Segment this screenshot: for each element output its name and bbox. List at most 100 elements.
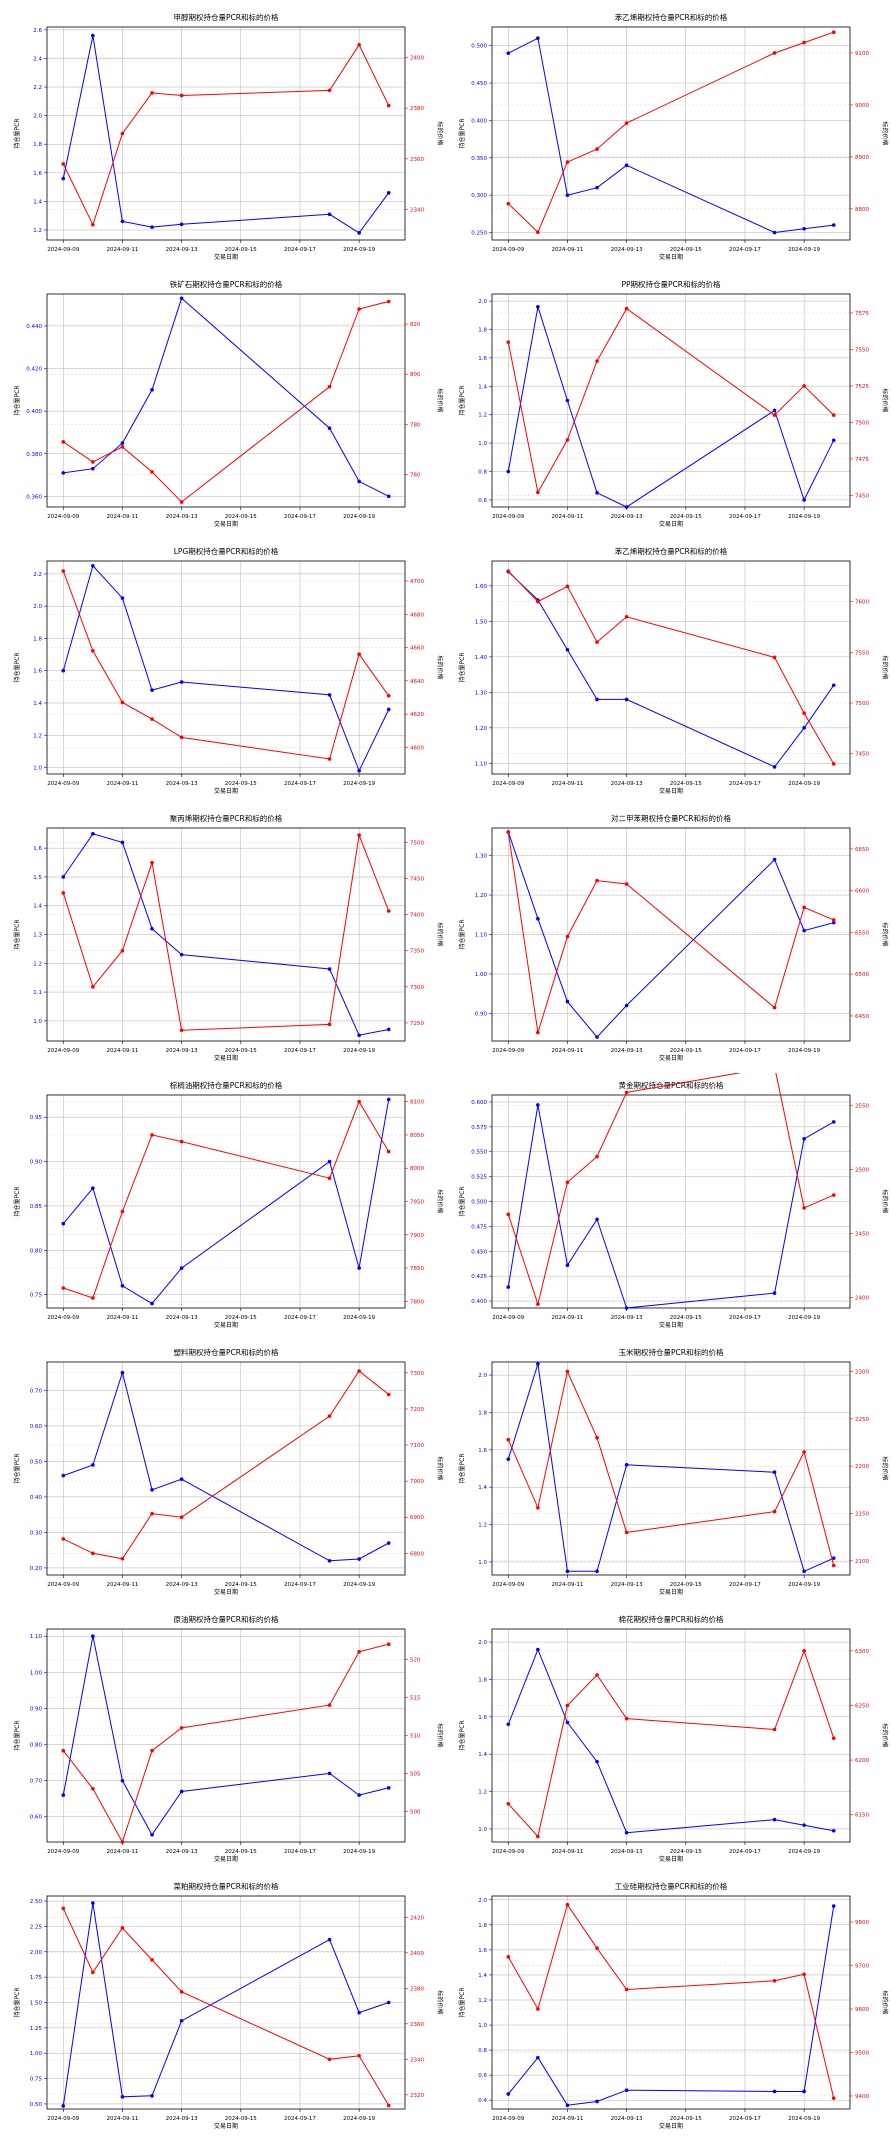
data-point	[802, 711, 806, 715]
data-point	[506, 1722, 511, 1727]
right-tick-label: 7300	[410, 1371, 424, 1377]
left-tick-label: 0.380	[26, 452, 42, 458]
data-point	[624, 1462, 629, 1467]
data-point	[624, 121, 629, 125]
x-axis-label: 交易日期	[659, 1855, 683, 1863]
left-axis-label: 持仓量PCR	[458, 119, 466, 149]
data-point	[179, 680, 184, 684]
data-point	[536, 2055, 540, 2060]
x-tick-label: 2024-09-19	[788, 1048, 820, 1054]
right-tick-label: 8900	[855, 155, 869, 161]
series-price	[506, 569, 836, 766]
x-tick-label: 2024-09-09	[47, 247, 79, 253]
x-axis-label: 交易日期	[214, 1855, 238, 1863]
data-point	[150, 1133, 154, 1137]
data-point	[831, 30, 836, 34]
left-tick-label: 1.6	[478, 1448, 487, 1454]
data-point	[327, 967, 332, 971]
x-tick-label: 2024-09-09	[492, 1582, 524, 1588]
x-tick-label: 2024-09-15	[225, 1048, 257, 1054]
right-tick-label: 520	[410, 1657, 421, 1663]
left-tick-label: 1.2	[478, 1998, 487, 2004]
data-point	[595, 878, 599, 883]
left-tick-label: 2.25	[30, 1924, 43, 1930]
grid-lines	[47, 561, 405, 774]
left-axis-label: 持仓量PCR	[458, 386, 466, 416]
data-point	[772, 1291, 777, 1295]
left-tick-label: 1.6	[33, 171, 42, 177]
left-tick-label: 0.400	[471, 118, 487, 124]
right-tick-label: 6200	[855, 1758, 869, 1764]
data-point	[179, 1266, 184, 1270]
x-tick-label: 2024-09-11	[106, 514, 138, 520]
series-price	[506, 1073, 836, 1307]
data-point	[565, 999, 570, 1004]
left-tick-label: 0.400	[471, 1299, 487, 1305]
left-tick-label: 2.50	[30, 1899, 43, 1905]
data-point	[61, 1286, 66, 1290]
series-price	[61, 299, 391, 504]
right-tick-label: 7850	[410, 1266, 424, 1272]
x-axis-label: 交易日期	[659, 1054, 683, 1062]
x-tick-label: 2024-09-15	[670, 2116, 702, 2122]
x-tick-label: 2024-09-09	[492, 1048, 524, 1054]
data-point	[536, 1505, 540, 1510]
data-point	[327, 384, 332, 389]
x-tick-label: 2024-09-17	[729, 247, 761, 253]
data-point	[772, 2089, 777, 2094]
right-tick-label: 7525	[855, 384, 869, 390]
left-tick-label: 2.00	[30, 1950, 43, 1956]
left-tick-label: 1.6	[478, 356, 487, 362]
data-point	[506, 569, 511, 573]
right-tick-label: 7500	[855, 701, 869, 707]
plot-frame	[46, 26, 406, 241]
data-point	[624, 1090, 629, 1095]
data-point	[565, 934, 570, 939]
left-tick-label: 1.6	[33, 846, 42, 852]
right-axis-label: 标的价格	[436, 1990, 444, 2014]
data-point	[565, 438, 570, 442]
right-tick-label: 7600	[855, 600, 869, 606]
left-tick-label: 0.300	[471, 193, 487, 199]
data-point	[120, 131, 125, 136]
data-point	[120, 596, 125, 600]
data-point	[595, 1435, 599, 1440]
chart-panel-5: LPG期权持仓量PCR和标的价格 2024-09-09 2024-09-11 2024…	[13, 546, 444, 795]
data-point	[536, 1647, 540, 1652]
right-axis-label: 标的价格	[881, 655, 889, 679]
right-axis-label: 标的价格	[881, 1723, 889, 1747]
right-tick-label: 7550	[855, 650, 869, 656]
series-price	[61, 1642, 391, 1844]
x-tick-label: 2024-09-19	[343, 514, 375, 520]
left-tick-label: 0.400	[26, 409, 42, 415]
left-tick-label: 0.450	[471, 81, 487, 87]
x-tick-label: 2024-09-15	[225, 514, 257, 520]
left-axis-label: 持仓量PCR	[13, 920, 21, 950]
series-price	[61, 1369, 391, 1561]
right-tick-label: 4680	[410, 612, 424, 618]
x-tick-label: 2024-09-17	[729, 781, 761, 787]
data-point	[802, 226, 806, 231]
data-point	[595, 1154, 599, 1159]
data-point	[831, 1120, 836, 1124]
chart-title: 苯乙烯期权持仓量PCR和标的价格	[615, 546, 728, 556]
chart-panel-7: 聚丙烯期权持仓量PCR和标的价格 2024-09-09 2024-09-11 2024…	[13, 813, 444, 1062]
x-tick-label: 2024-09-09	[492, 247, 524, 253]
right-tick-label: 2320	[410, 2093, 424, 2099]
chart-panel-14: 棉花期权持仓量PCR和标的价格 2024-09-09 2024-09-11 2024-…	[458, 1614, 889, 1863]
data-point	[120, 840, 125, 845]
right-tick-label: 2380	[410, 106, 424, 112]
data-point	[772, 765, 777, 769]
x-tick-label: 2024-09-11	[551, 2116, 583, 2122]
grid-lines	[47, 1896, 405, 2109]
data-point	[120, 1209, 125, 1214]
left-tick-label: 0.90	[30, 1160, 43, 1166]
left-tick-label: 2.0	[478, 1898, 487, 1904]
left-axis-label: 持仓量PCR	[13, 386, 21, 416]
chart-panel-1: 甲醇期权持仓量PCR和标的价格 2024-09-09 2024-09-11 2024-…	[13, 12, 444, 261]
x-tick-label: 2024-09-13	[166, 781, 198, 787]
left-axis-label: 持仓量PCR	[13, 1454, 21, 1484]
data-point	[120, 948, 125, 953]
data-point	[61, 471, 66, 475]
